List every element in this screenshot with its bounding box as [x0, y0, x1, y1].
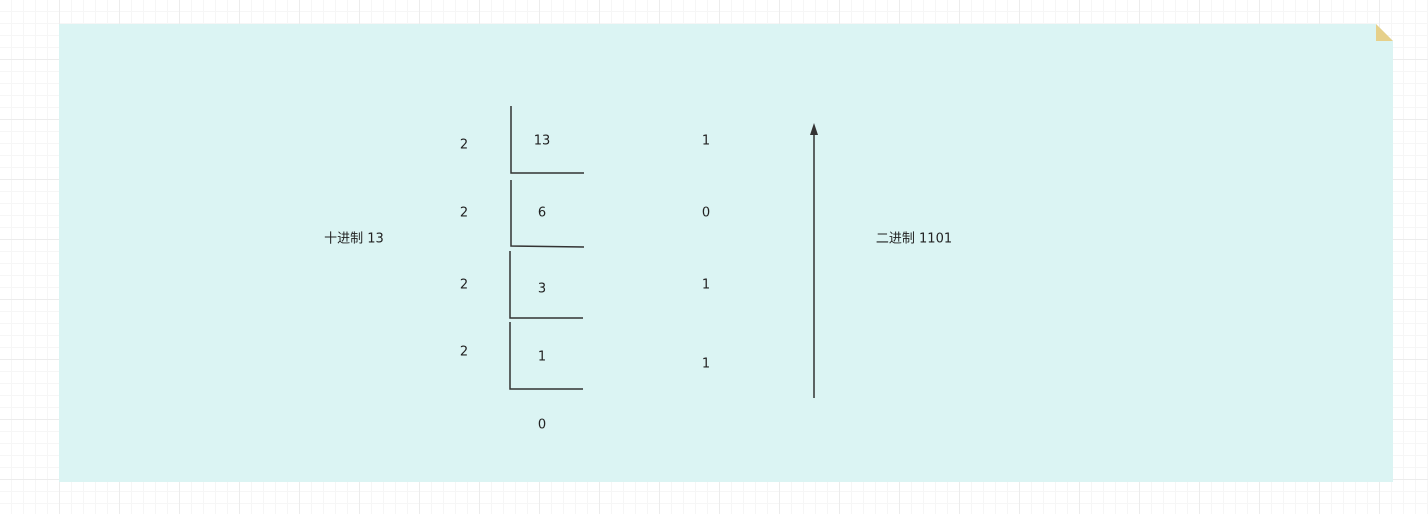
- divisor: 2: [459, 277, 469, 293]
- note-background: [59, 24, 1393, 482]
- divisor: 2: [459, 137, 469, 153]
- dividend: 6: [537, 205, 547, 221]
- dividend: 13: [533, 133, 551, 149]
- dividend: 3: [537, 281, 547, 297]
- binary-label: 二进制 1101: [875, 231, 953, 247]
- remainder: 1: [701, 133, 711, 149]
- division-bracket-1: [510, 106, 584, 174]
- decimal-label: 十进制 13: [324, 231, 384, 247]
- divisor: 2: [459, 205, 469, 221]
- dividend: 1: [537, 349, 547, 365]
- final-quotient: 0: [537, 417, 547, 433]
- remainder: 1: [701, 356, 711, 372]
- arrow-head-icon: [810, 123, 818, 135]
- division-bracket-2: [510, 180, 585, 248]
- remainder: 1: [701, 277, 711, 293]
- divisor: 2: [459, 344, 469, 360]
- division-bracket-3: [509, 251, 583, 319]
- remainder: 0: [701, 205, 711, 221]
- division-bracket-4: [509, 322, 583, 390]
